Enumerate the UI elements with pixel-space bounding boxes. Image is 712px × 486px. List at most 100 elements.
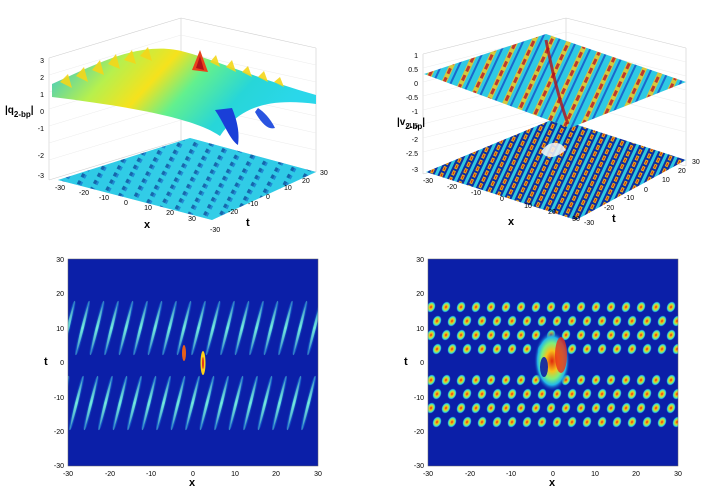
- x-axis-label: x: [549, 477, 556, 486]
- wave-blob: [651, 402, 661, 414]
- wave-blob: [522, 416, 532, 428]
- wave-stripe-core: [259, 381, 271, 425]
- wave-stripe-core: [288, 381, 300, 425]
- t-axis-label: t: [246, 217, 250, 229]
- wave-blob: [432, 416, 442, 428]
- wave-stripe-core: [215, 381, 228, 425]
- wave-blob: [591, 301, 601, 313]
- wave-blob: [471, 374, 481, 386]
- wave-blob: [636, 402, 646, 414]
- x-tick: 20: [272, 471, 280, 478]
- wave-blob: [501, 301, 511, 313]
- wave-blob: [606, 402, 616, 414]
- z-tick: -1.5: [406, 123, 418, 130]
- wave-blob: [531, 329, 541, 341]
- x-tick: 10: [231, 471, 239, 478]
- wave-stripe-core: [105, 306, 118, 350]
- x-tick: 30: [572, 216, 580, 223]
- wave-blob: [432, 343, 442, 355]
- wave-blob: [612, 416, 622, 428]
- wave-blob: [537, 388, 547, 400]
- wave-blob: [507, 388, 517, 400]
- z-tick: -3: [412, 167, 418, 174]
- wave-stripe-core: [114, 381, 126, 425]
- x-tick: -20: [465, 471, 475, 478]
- wave-stripe-core: [308, 306, 318, 350]
- wave-blob: [591, 402, 601, 414]
- t-tick: 30: [692, 159, 700, 166]
- z-tick: -2.5: [406, 151, 418, 158]
- wave-blob: [447, 388, 457, 400]
- wave-blob: [636, 329, 646, 341]
- heatmap-field: [68, 259, 318, 466]
- y-tick-labels: 30 20 10 0 -10 -20 -30: [54, 257, 64, 470]
- y-axis-label: t: [44, 356, 48, 368]
- wave-blob: [621, 301, 631, 313]
- z-tick: -3: [38, 173, 44, 180]
- wave-stripe-core: [149, 306, 161, 350]
- wave-blob: [606, 329, 616, 341]
- wave-stripe-core: [163, 306, 176, 350]
- wave-blob: [552, 388, 562, 400]
- wave-stripe-core: [279, 306, 292, 350]
- z-tick: 0: [414, 81, 418, 88]
- wave-stripe-core: [265, 306, 277, 350]
- z-tick: 1: [40, 92, 44, 99]
- t-tick: -10: [248, 201, 258, 208]
- wave-stripe-core: [128, 381, 141, 425]
- wave-stripe-core: [186, 381, 199, 425]
- wave-blob: [546, 402, 556, 414]
- wave-blob: [582, 315, 592, 327]
- z-tick: -1: [38, 126, 44, 133]
- wave-blob: [561, 301, 571, 313]
- lower-wave-band: [428, 374, 678, 428]
- y-tick-labels: 30 20 10 0 -10 -20 -30: [414, 257, 424, 470]
- z-tick-labels: 1 0.5 0 -0.5 -1 -1.5 -2 -2.5 -3: [406, 53, 418, 174]
- wave-blob: [642, 343, 652, 355]
- x-tick: -10: [146, 471, 156, 478]
- wave-blob: [657, 416, 667, 428]
- heatmap-q: 30 20 10 0 -10 -20 -30 t -30 -20 -10 0 1…: [44, 257, 322, 486]
- x-tick: 20: [166, 210, 174, 217]
- y-tick: 20: [56, 291, 64, 298]
- wave-blob: [477, 388, 487, 400]
- wave-blob: [591, 329, 601, 341]
- wave-blob: [591, 374, 601, 386]
- wave-blob: [441, 301, 451, 313]
- wave-blob: [501, 402, 511, 414]
- wave-blob: [486, 301, 496, 313]
- wave-blob: [561, 329, 571, 341]
- wave-blob: [522, 315, 532, 327]
- wave-blob: [597, 388, 607, 400]
- wave-blob: [516, 301, 526, 313]
- x-tick: -10: [471, 190, 481, 197]
- z-tick: -0.5: [406, 95, 418, 102]
- t-tick: 0: [266, 194, 270, 201]
- t-tick-labels: -30 -20 -10 0 10 20 30: [584, 159, 700, 227]
- wave-blob: [441, 374, 451, 386]
- z-tick: 0: [40, 109, 44, 116]
- x-tick: 10: [144, 205, 152, 212]
- wave-blob: [576, 329, 586, 341]
- wave-blob: [612, 315, 622, 327]
- wave-blob: [486, 402, 496, 414]
- x-tick: 0: [124, 200, 128, 207]
- z-axis-label: |q2-bp|: [5, 105, 34, 119]
- x-tick: 0: [551, 471, 555, 478]
- t-tick-labels: -30 -20 -10 0 10 20 30: [210, 170, 328, 234]
- wave-blob: [582, 343, 592, 355]
- wave-blob: [582, 416, 592, 428]
- z-tick: 1: [414, 53, 418, 60]
- wave-blob: [672, 343, 678, 355]
- x-tick: 20: [548, 209, 556, 216]
- wave-blob: [531, 402, 541, 414]
- wave-blob: [576, 301, 586, 313]
- wave-blob: [486, 329, 496, 341]
- wave-blob: [561, 402, 571, 414]
- surface-ridges: [60, 47, 284, 88]
- y-tick: 0: [60, 360, 64, 367]
- wave-blob: [507, 416, 517, 428]
- wave-blob: [456, 374, 466, 386]
- wave-stripe-core: [201, 381, 213, 425]
- wave-stripe-core: [230, 381, 242, 425]
